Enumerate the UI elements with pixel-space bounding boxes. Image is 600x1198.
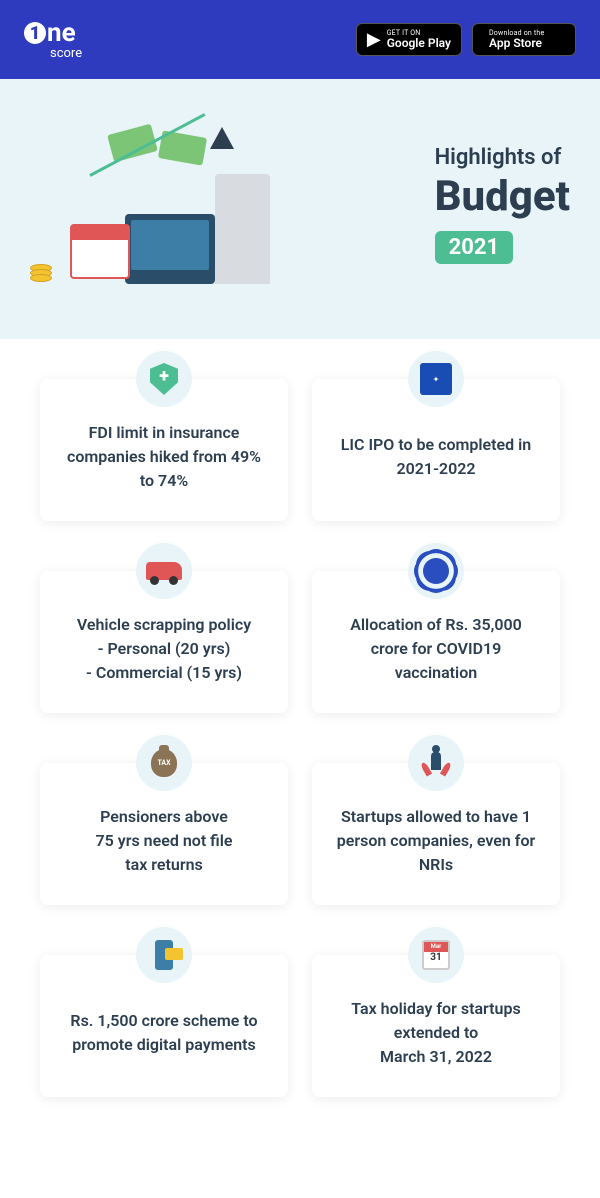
arrow-up-icon bbox=[210, 127, 234, 149]
google-play-text: GET IT ON Google Play bbox=[387, 30, 451, 49]
logo-main: 1ne bbox=[24, 18, 82, 48]
card-vehicle: Vehicle scrapping policy - Personal (20 … bbox=[40, 571, 288, 713]
shield-icon bbox=[136, 351, 192, 407]
google-play-button[interactable]: ▶ GET IT ON Google Play bbox=[356, 23, 462, 56]
car-icon bbox=[136, 543, 192, 599]
card-digital: Rs. 1,500 crore scheme to promote digita… bbox=[40, 955, 288, 1097]
calendar-icon bbox=[70, 224, 130, 279]
card-text: Vehicle scrapping policy - Personal (20 … bbox=[77, 613, 251, 685]
app-store-text: Download on the App Store bbox=[489, 30, 544, 49]
card-pension: Pensioners above 75 yrs need not file ta… bbox=[40, 763, 288, 905]
coins-icon bbox=[30, 264, 52, 279]
card-text: FDI limit in insurance companies hiked f… bbox=[60, 421, 268, 493]
logo: 1ne score bbox=[24, 18, 82, 61]
virus-icon bbox=[408, 543, 464, 599]
hero-illustration bbox=[30, 119, 310, 289]
app-header: 1ne score ▶ GET IT ON Google Play Downlo… bbox=[0, 0, 600, 79]
lic-icon: ✦ bbox=[408, 351, 464, 407]
calendar-icon: 31 bbox=[408, 927, 464, 983]
tax-bag-icon bbox=[136, 735, 192, 791]
app-store-big: App Store bbox=[489, 37, 544, 49]
card-text: Rs. 1,500 crore scheme to promote digita… bbox=[60, 1009, 268, 1057]
card-startup: Startups allowed to have 1 person compan… bbox=[312, 763, 560, 905]
store-buttons: ▶ GET IT ON Google Play Download on the … bbox=[356, 23, 576, 56]
hero-section: Highlights of Budget 2021 bbox=[0, 79, 600, 339]
card-text: Tax holiday for startups extended to Mar… bbox=[332, 997, 540, 1069]
document-icon bbox=[215, 174, 270, 284]
card-text: LIC IPO to be completed in 2021-2022 bbox=[332, 433, 540, 481]
phone-payment-icon bbox=[136, 927, 192, 983]
card-fdi: FDI limit in insurance companies hiked f… bbox=[40, 379, 288, 521]
google-play-icon: ▶ bbox=[367, 29, 381, 50]
card-lic: ✦ LIC IPO to be completed in 2021-2022 bbox=[312, 379, 560, 521]
laptop-icon bbox=[125, 214, 215, 284]
logo-o-icon: 1 bbox=[24, 22, 46, 44]
card-covid: Allocation of Rs. 35,000 crore for COVID… bbox=[312, 571, 560, 713]
cards-grid: FDI limit in insurance companies hiked f… bbox=[0, 339, 600, 1145]
app-store-button[interactable]: Download on the App Store bbox=[472, 23, 576, 56]
card-tax-holiday: 31 Tax holiday for startups extended to … bbox=[312, 955, 560, 1097]
google-play-big: Google Play bbox=[387, 37, 451, 49]
hero-text: Highlights of Budget 2021 bbox=[435, 145, 570, 264]
hero-year-badge: 2021 bbox=[435, 231, 514, 264]
logo-sub: score bbox=[50, 46, 82, 61]
card-text: Startups allowed to have 1 person compan… bbox=[332, 805, 540, 877]
hero-subtitle: Highlights of bbox=[435, 145, 570, 170]
card-text: Pensioners above 75 yrs need not file ta… bbox=[96, 805, 233, 877]
card-text: Allocation of Rs. 35,000 crore for COVID… bbox=[332, 613, 540, 685]
hero-title: Budget bbox=[435, 172, 570, 221]
logo-text: ne bbox=[47, 18, 76, 48]
startup-icon bbox=[408, 735, 464, 791]
